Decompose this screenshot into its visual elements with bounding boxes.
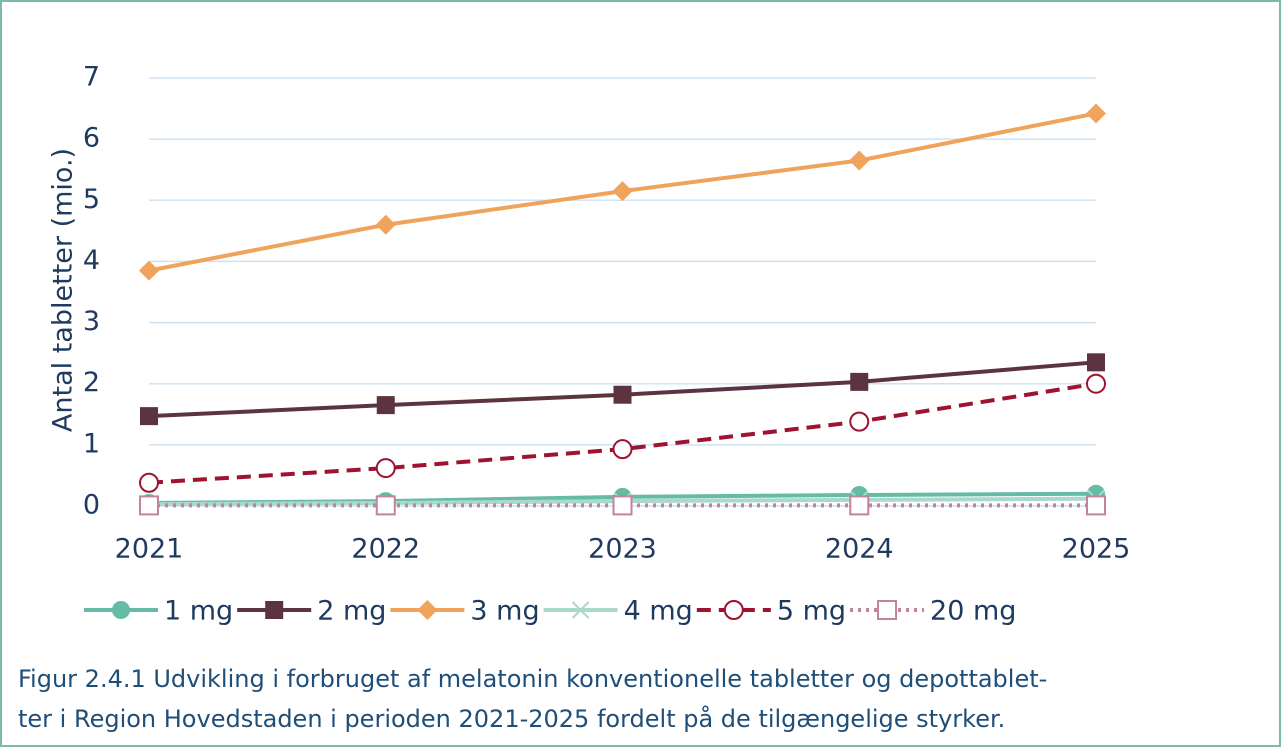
- marker: [612, 495, 633, 516]
- caption-line: ter i Region Hovedstaden i perioden 2021…: [18, 704, 1005, 733]
- marker: [850, 372, 869, 391]
- marker: [139, 495, 159, 516]
- marker: [139, 472, 159, 493]
- x-tick-label: 2023: [588, 534, 657, 565]
- legend-item: 4 mg: [543, 596, 693, 627]
- y-tick-label: 1: [83, 428, 100, 459]
- legend-item: 5 mg: [696, 596, 846, 627]
- marker: [1086, 495, 1106, 516]
- legend-label: 5 mg: [777, 596, 846, 627]
- marker: [1086, 373, 1106, 394]
- legend-label: 4 mg: [624, 596, 693, 627]
- y-tick-label: 0: [83, 490, 100, 521]
- marker: [612, 439, 633, 460]
- legend-marker: [571, 601, 590, 619]
- marker: [849, 150, 870, 171]
- y-tick-label: 3: [83, 306, 100, 337]
- marker: [849, 495, 870, 516]
- marker: [375, 458, 396, 479]
- marker: [140, 407, 158, 426]
- legend-label: 20 mg: [930, 596, 1016, 627]
- marker: [376, 396, 395, 415]
- marker: [1086, 103, 1106, 124]
- legend-marker: [723, 600, 744, 620]
- legend-item: 2 mg: [237, 596, 386, 627]
- marker: [849, 411, 870, 432]
- legend-label: 1 mg: [164, 596, 233, 627]
- legend-item: 20 mg: [850, 596, 1016, 627]
- y-tick-label: 6: [83, 123, 100, 154]
- x-tick-label: 2021: [115, 534, 184, 565]
- legend-marker: [417, 600, 438, 620]
- legend-item: 1 mg: [84, 596, 233, 627]
- x-tick-label: 2024: [825, 534, 894, 565]
- legend-item: 3 mg: [390, 596, 540, 627]
- legend-marker: [265, 601, 284, 619]
- marker: [375, 495, 396, 516]
- y-tick-label: 5: [83, 184, 100, 215]
- x-tick-label: 2025: [1062, 534, 1131, 565]
- legend-marker: [112, 601, 130, 619]
- marker: [1087, 353, 1105, 372]
- x-tick-label: 2022: [351, 534, 420, 565]
- y-tick-label: 4: [83, 245, 100, 276]
- marker: [613, 385, 632, 404]
- marker: [375, 214, 396, 235]
- marker: [139, 260, 159, 281]
- y-tick-label: 2: [83, 367, 100, 398]
- caption-line: Figur 2.4.1 Udvikling i forbruget af mel…: [18, 665, 1047, 693]
- marker: [612, 181, 633, 202]
- y-tick-label: 7: [83, 62, 100, 93]
- y-axis-label: Antal tabletter (mio.): [48, 148, 79, 432]
- legend-label: 2 mg: [317, 596, 386, 627]
- legend-marker: [877, 600, 898, 620]
- legend-label: 3 mg: [470, 596, 539, 627]
